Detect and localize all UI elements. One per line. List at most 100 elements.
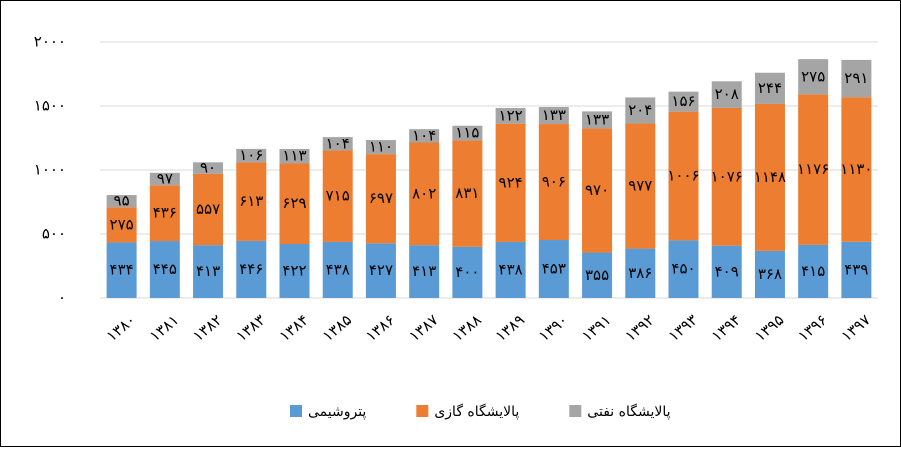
bar-segment (625, 248, 656, 298)
value-label: ۳۵۵ (585, 266, 609, 284)
value-label: ۴۴۵ (153, 260, 177, 278)
value-label: ۴۳۴ (110, 261, 134, 279)
value-label: ۶۲۹ (282, 194, 306, 212)
bar-segment (236, 162, 267, 241)
value-label: ۱۵۶ (671, 92, 695, 110)
bar-segment (279, 243, 310, 298)
bar-segment (798, 59, 829, 95)
bar-segment (236, 148, 267, 163)
bar-segment (625, 123, 656, 249)
legend-swatch (290, 405, 302, 417)
bar-segment (668, 240, 699, 298)
value-label: ۱۳۳ (585, 110, 609, 128)
value-label: ۱۱۷۶ (797, 160, 829, 178)
bar-segment (409, 142, 440, 246)
value-label: ۹۷۷ (628, 177, 652, 195)
value-label: ۱۱۵ (455, 124, 479, 142)
value-label: ۱۱۴۸ (754, 168, 786, 186)
value-label: ۴۴۶ (239, 260, 263, 278)
value-label: ۱۱۳ (282, 147, 306, 165)
bar-segment (841, 97, 872, 242)
value-label: ۹۰ (200, 159, 216, 177)
value-label: ۱۲۲ (499, 106, 523, 124)
legend-label: پالایشگاه گازی (434, 403, 519, 420)
bar-segment (582, 111, 613, 129)
value-label: ۴۵۰ (671, 260, 695, 278)
bar-segment (538, 240, 569, 298)
value-label: ۱۱۰ (369, 138, 393, 156)
value-label: ۹۵ (114, 192, 130, 210)
value-label: ۶۹۷ (369, 189, 393, 207)
value-label: ۸۰۲ (412, 184, 436, 202)
value-label: ۴۳۶ (153, 204, 177, 222)
y-tick-label: ۱۵۰۰ (34, 97, 66, 115)
bar-segment (538, 124, 569, 241)
bar-segment (711, 107, 742, 246)
value-label: ۴۱۵ (801, 262, 825, 280)
bar-segment (106, 195, 137, 208)
value-label: ۹۷۰ (585, 181, 609, 199)
bar-segment (322, 150, 353, 242)
bar-segment (754, 103, 785, 251)
value-label: ۱۰۴ (326, 134, 350, 152)
bar-segment (322, 241, 353, 298)
bar-segment (495, 241, 526, 298)
bar-segment (236, 240, 267, 298)
value-label: ۳۶۸ (758, 265, 782, 283)
bar-segment (193, 245, 224, 298)
bar-segment (841, 241, 872, 298)
value-label: ۱۱۳۰ (840, 160, 872, 178)
value-label: ۴۳۹ (844, 260, 868, 278)
value-label: ۴۳۸ (499, 260, 523, 278)
value-label: ۱۰۰۶ (667, 167, 699, 185)
y-tick-label: ۵۰۰ (42, 225, 66, 243)
bar-segment (582, 252, 613, 298)
bar-segment (409, 245, 440, 298)
bar-segment (625, 97, 656, 124)
value-label: ۲۰۴ (628, 101, 652, 119)
bar-segment (106, 207, 137, 243)
value-label: ۲۹۱ (844, 69, 868, 87)
bar-segment (149, 185, 180, 242)
legend-swatch (569, 405, 582, 417)
value-label: ۷۱۵ (326, 187, 350, 205)
bar-segment (754, 72, 785, 104)
value-label: ۴۰۹ (715, 262, 739, 280)
value-label: ۳۸۶ (628, 264, 652, 282)
bar-segment (149, 241, 180, 298)
value-label: ۵۵۷ (196, 200, 220, 218)
value-label: ۹۷ (157, 170, 173, 188)
value-label: ۱۰۷۶ (711, 167, 743, 185)
bar-segment (538, 107, 569, 125)
bar-segment (365, 154, 396, 244)
bar-segment (452, 246, 483, 298)
value-label: ۴۳۸ (326, 260, 350, 278)
bar-segment (495, 108, 526, 124)
value-label: ۶۱۳ (239, 192, 263, 210)
bar-segment (279, 149, 310, 164)
bar-segment (106, 242, 137, 298)
bar-segment (279, 163, 310, 244)
bar-segment (798, 244, 829, 298)
value-label: ۴۵۳ (542, 260, 566, 278)
value-label: ۹۰۶ (542, 173, 566, 191)
value-label: ۴۱۳ (412, 262, 436, 280)
value-label: ۲۷۵ (110, 215, 134, 233)
value-label: ۱۰۶ (239, 146, 263, 164)
bar-segment (668, 91, 699, 112)
bar-segment (409, 129, 440, 143)
bar-segment (841, 59, 872, 98)
bar-segment (452, 125, 483, 141)
bar-segment (322, 137, 353, 151)
value-label: ۱۰۴ (412, 126, 436, 144)
value-label: ۱۳۳ (542, 106, 566, 124)
bar-segment (365, 243, 396, 298)
y-tick-label: ۰ (58, 289, 66, 307)
legend-label: پالایشگاه نفتی (587, 403, 670, 420)
value-label: ۴۲۷ (369, 261, 393, 279)
bar-segment (495, 123, 526, 242)
bar-segment (754, 250, 785, 298)
bar-segment (149, 172, 180, 186)
value-label: ۲۷۵ (801, 67, 825, 85)
